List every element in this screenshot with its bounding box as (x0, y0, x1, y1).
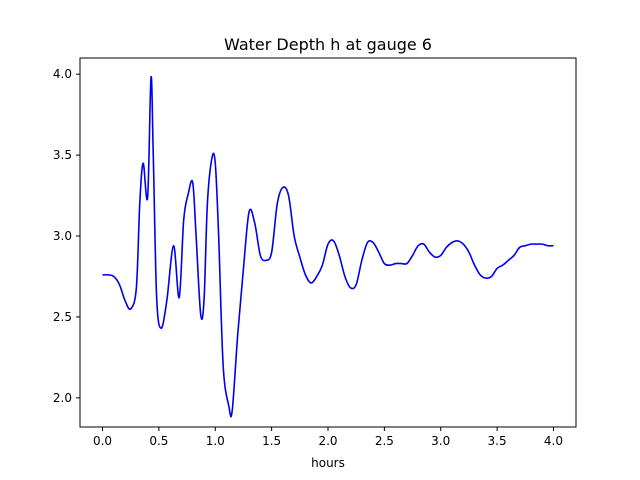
x-axis-label: hours (311, 456, 345, 470)
x-tick-label: 0.5 (149, 434, 168, 448)
x-tick-label: 0.0 (93, 434, 112, 448)
x-tick-label: 4.0 (544, 434, 563, 448)
y-axis: 2.0 2.5 3.0 3.5 4.0 (53, 67, 80, 405)
y-tick-label: 2.5 (53, 310, 72, 324)
x-tick-label: 3.0 (431, 434, 450, 448)
y-tick-label: 3.5 (53, 148, 72, 162)
y-tick-label: 2.0 (53, 391, 72, 405)
plot-area (102, 76, 554, 418)
x-axis: 0.0 0.5 1.0 1.5 2.0 2.5 3.0 3.5 4.0 (93, 427, 563, 448)
x-tick-label: 2.5 (375, 434, 394, 448)
axes-frame (79, 57, 577, 428)
x-tick-label: 3.5 (488, 434, 507, 448)
y-tick-label: 3.0 (53, 229, 72, 243)
x-tick-label: 2.0 (318, 434, 337, 448)
y-tick-label: 4.0 (53, 67, 72, 81)
chart-title: Water Depth h at gauge 6 (224, 35, 432, 54)
x-tick-label: 1.5 (262, 434, 281, 448)
x-tick-label: 1.0 (206, 434, 225, 448)
series-line (102, 76, 554, 418)
